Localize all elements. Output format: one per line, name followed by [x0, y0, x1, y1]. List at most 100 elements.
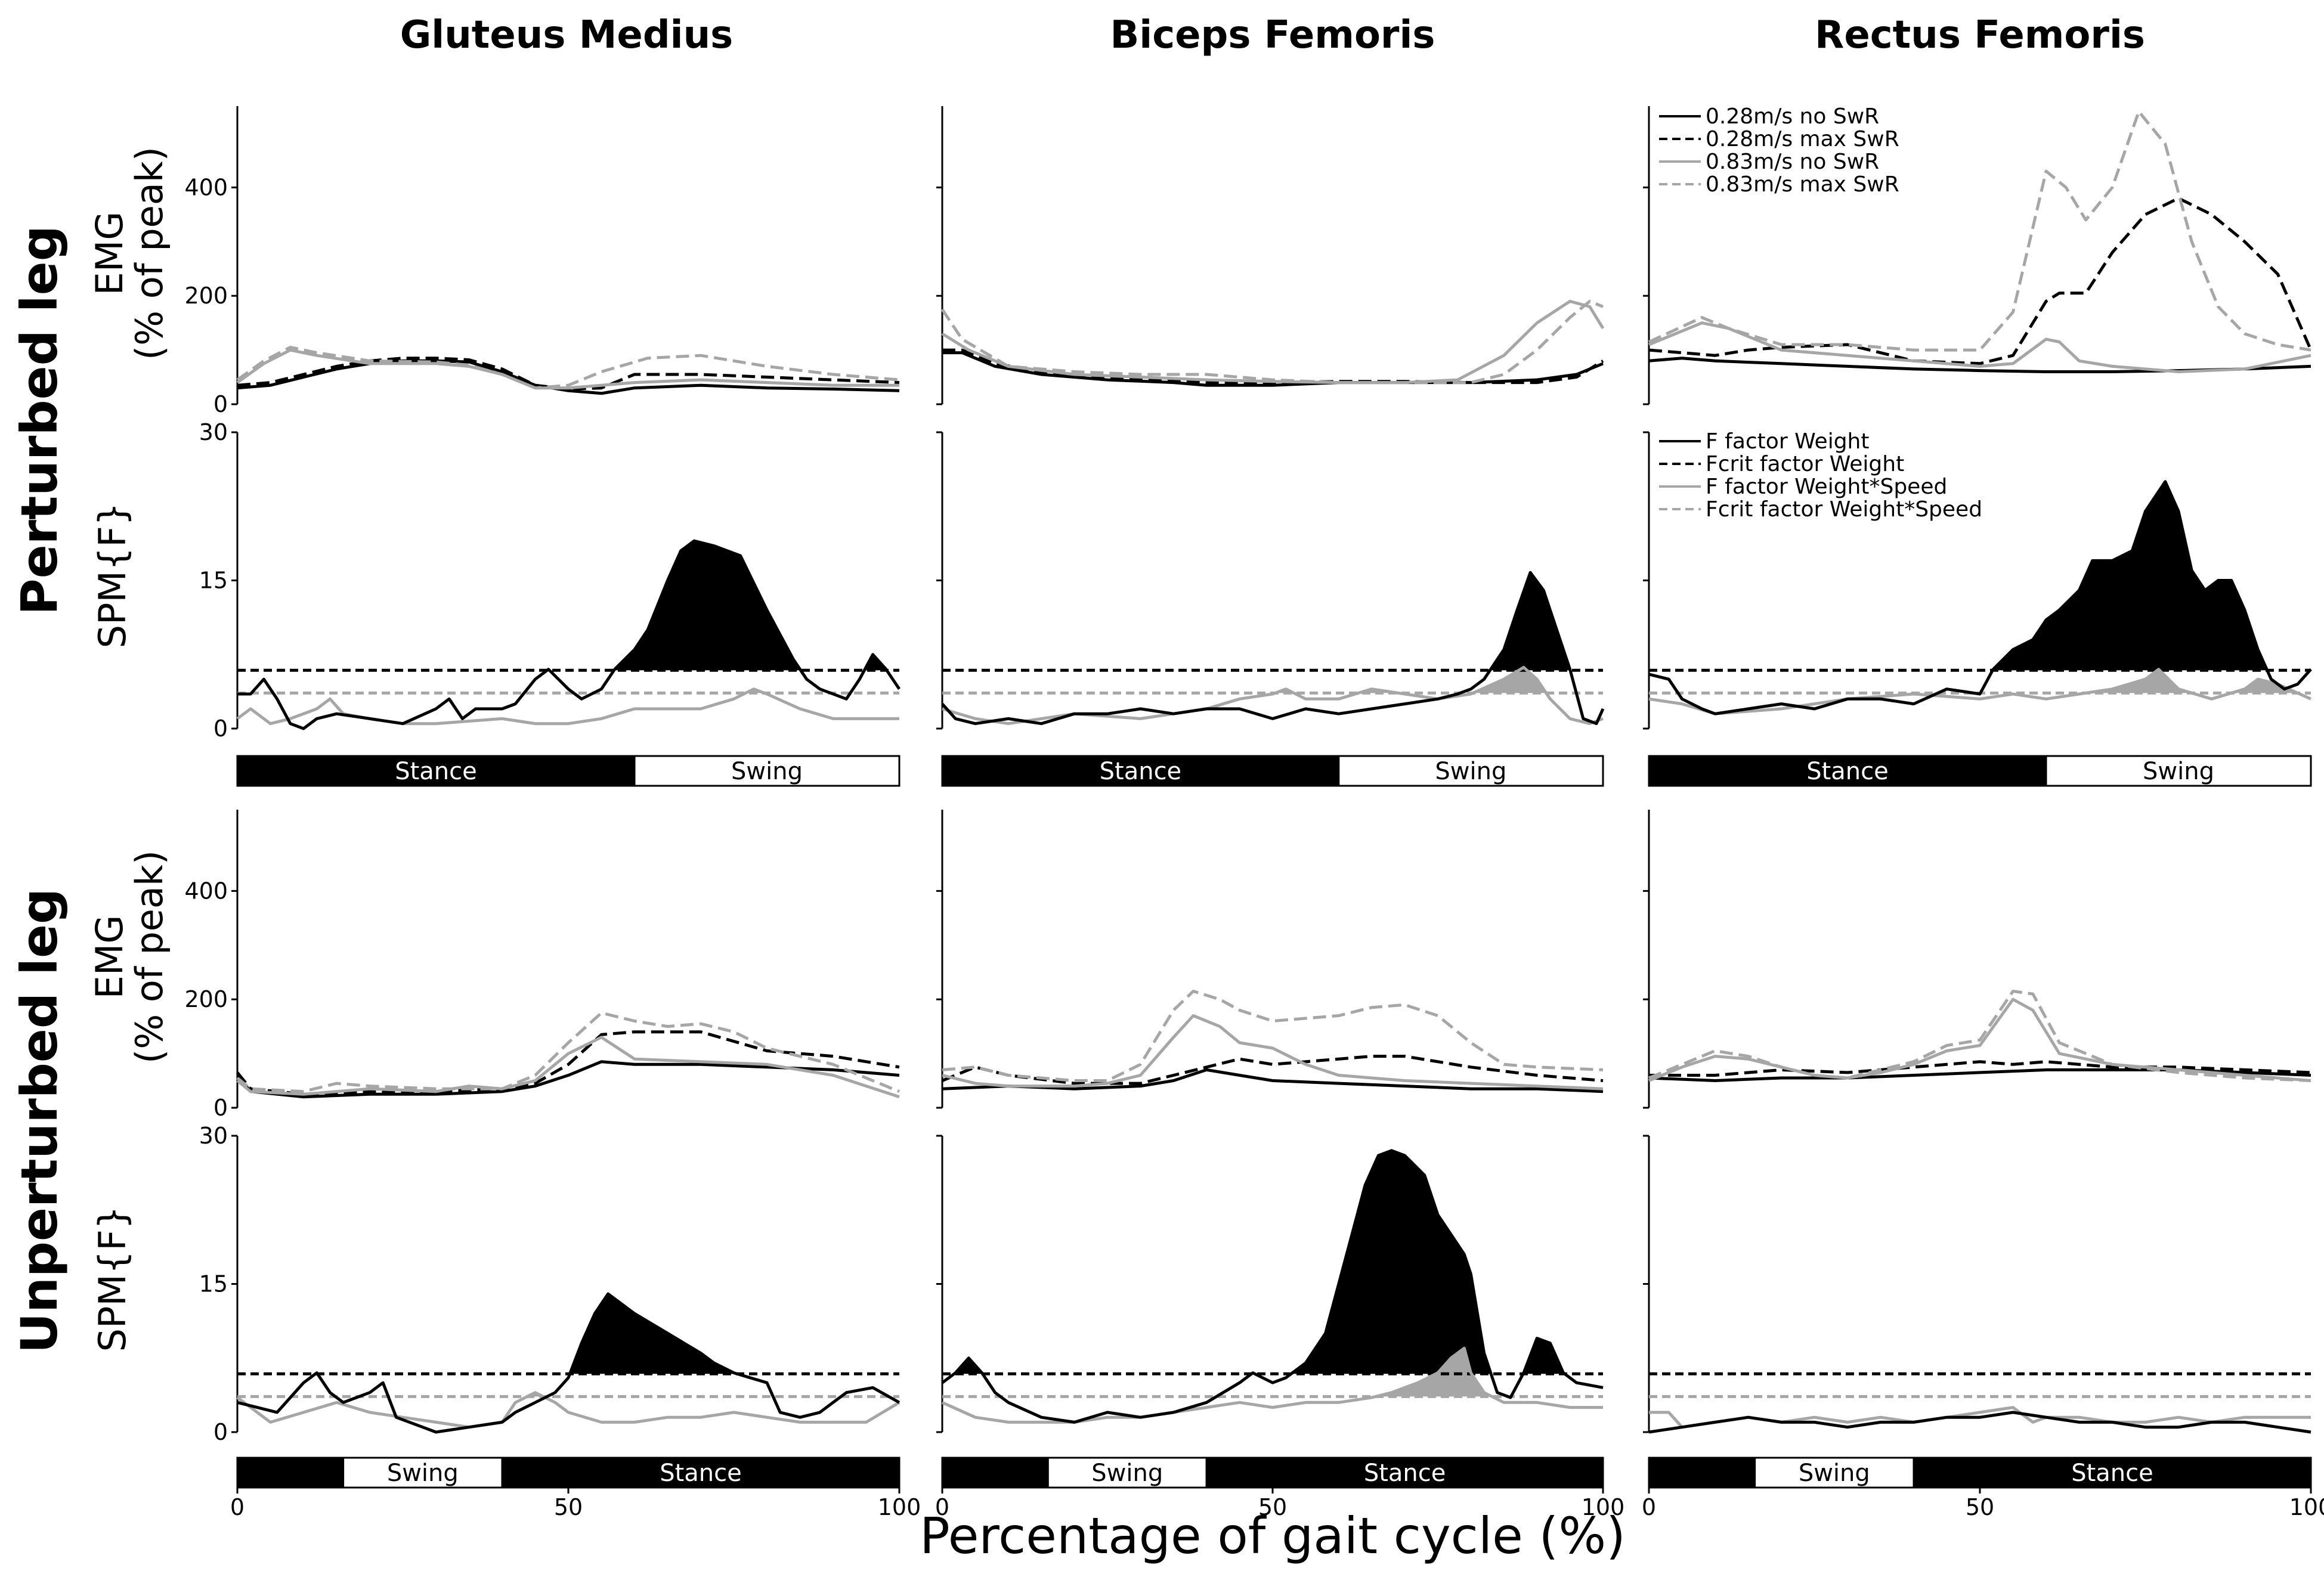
perturbed-gluteus-medius-emg-series-0 [237, 359, 900, 395]
perturbed-biceps-femoris-phase-label-1: Swing [1435, 758, 1506, 785]
perturbed-biceps-femoris-spm-f-interaction [942, 665, 1604, 726]
perturbed-gluteus-medius-spm-ytick-label-30: 30 [199, 419, 228, 445]
unperturbed-rectus-femoris-xtick-label-0: 0 [1642, 1494, 1656, 1520]
y-label-emg-unperturbed: EMG [88, 915, 131, 999]
perturbed-gluteus-medius-emg-ytick-label-0: 0 [213, 391, 228, 417]
unperturbed-biceps-femoris-xtick-label-2: 100 [1582, 1494, 1625, 1520]
unperturbed-biceps-femoris-xtick-label-0: 0 [935, 1494, 949, 1520]
unperturbed-gluteus-medius-emg-ytick-label-400: 400 [184, 878, 228, 904]
perturbed-gluteus-medius-spm-ytick-label-0: 0 [213, 715, 228, 742]
emg-legend-label-1: 0.28m/s max SwR [1706, 127, 1899, 151]
unperturbed-rectus-femoris-emg-series-1 [1649, 1060, 2311, 1077]
perturbed-gluteus-medius-spm-ytick-label-15: 15 [199, 568, 228, 594]
plot-area: 0 200 400 0 15 30 Stance Swing Stance Swing Stance… [184, 104, 2324, 1520]
unperturbed-biceps-femoris-spm-cluster-weight [955, 1150, 1565, 1374]
unperturbed-rectus-femoris-emg-series-2 [1648, 997, 2311, 1082]
unperturbed-biceps-femoris-xtick-label-1: 50 [1258, 1494, 1287, 1520]
perturbed-rectus-femoris-spm-cluster-weight [1993, 481, 2311, 671]
perturbed-gluteus-medius-emg-ytick-label-400: 400 [184, 174, 228, 200]
perturbed-rectus-femoris-emg-series-2 [1648, 321, 2311, 373]
unperturbed-gluteus-medius-phase-label-1: Swing [387, 1460, 459, 1487]
perturbed-gluteus-medius-spm-f-interaction [236, 687, 899, 726]
emg-legend-label-3: 0.83m/s max SwR [1706, 172, 1899, 197]
unperturbed-biceps-femoris-phase-segment-0 [941, 1457, 1049, 1489]
perturbed-gluteus-medius-spm-cluster-weight [547, 541, 887, 671]
y-label-emg-unit-perturbed: (% of peak) [128, 147, 171, 360]
row-title-unperturbed-leg: Unperturbed leg [10, 888, 69, 1353]
perturbed-gluteus-medius-phase-label-0: Stance [395, 758, 477, 785]
unperturbed-gluteus-medius-spm-f-weight [237, 1292, 900, 1434]
perturbed-biceps-femoris-spm-cluster-interaction [1276, 667, 1546, 693]
perturbed-rectus-femoris-emg-series-3 [1648, 110, 2311, 352]
y-label-emg-perturbed: EMG [88, 212, 131, 296]
x-axis-label: Percentage of gait cycle (%) [920, 1507, 1626, 1565]
column-title-rectus-femoris: Rectus Femoris [1815, 13, 2145, 57]
perturbed-gluteus-medius-emg-series-1 [237, 357, 900, 391]
unperturbed-gluteus-medius-xtick-label-0: 0 [230, 1494, 245, 1520]
unperturbed-gluteus-medius-phase-label-2: Stance [660, 1460, 742, 1487]
unperturbed-biceps-femoris-phase-label-1: Swing [1091, 1460, 1163, 1487]
unperturbed-gluteus-medius-spm-ytick-label-30: 30 [199, 1123, 228, 1149]
spm-legend-label-2: F factor Weight*Speed [1706, 475, 1947, 499]
perturbed-rectus-femoris-spm-cluster-interaction [2086, 669, 2298, 693]
perturbed-gluteus-medius-phase-segment-1 [633, 755, 900, 787]
perturbed-gluteus-medius-spm-f-weight [237, 539, 901, 730]
perturbed-rectus-femoris-phase-segment-0 [1648, 755, 2047, 787]
unperturbed-biceps-femoris-phase-segment-2 [1205, 1457, 1604, 1489]
perturbed-biceps-femoris-emg-series-3 [940, 299, 1604, 385]
unperturbed-gluteus-medius-emg-ytick-label-200: 200 [184, 986, 228, 1012]
unperturbed-rectus-femoris-phase-label-1: Swing [1799, 1460, 1870, 1487]
unperturbed-gluteus-medius-spm-ytick-label-0: 0 [213, 1419, 228, 1445]
row-title-perturbed-leg: Perturbed leg [10, 225, 69, 615]
spm-legend-label-3: Fcrit factor Weight*Speed [1706, 497, 1982, 522]
unperturbed-rectus-femoris-emg-series-3 [1648, 990, 2311, 1082]
y-label-emg-unit-unperturbed: (% of peak) [128, 850, 171, 1064]
unperturbed-biceps-femoris-emg-series-0 [942, 1068, 1604, 1093]
y-label-spm-unperturbed: SPM{F} [91, 1206, 134, 1352]
unperturbed-gluteus-medius-emg-series-3 [236, 1011, 900, 1093]
unperturbed-gluteus-medius-phase-segment-0 [236, 1457, 345, 1489]
perturbed-rectus-femoris-phase-label-1: Swing [2143, 758, 2214, 785]
unperturbed-biceps-femoris-spm-cluster-interaction [1376, 1348, 1492, 1397]
perturbed-gluteus-medius-phase-label-1: Swing [731, 758, 803, 785]
unperturbed-rectus-femoris-phase-label-2: Stance [2071, 1460, 2153, 1487]
unperturbed-gluteus-medius-spm-cluster-weight [316, 1294, 737, 1374]
unperturbed-rectus-femoris-phase-segment-2 [1913, 1457, 2312, 1489]
perturbed-biceps-femoris-phase-segment-1 [1338, 755, 1604, 787]
unperturbed-gluteus-medius-xtick-label-2: 100 [878, 1494, 921, 1520]
perturbed-rectus-femoris-spm-f-weight [1648, 480, 2312, 715]
unperturbed-rectus-femoris-xtick-label-2: 100 [2289, 1494, 2324, 1520]
unperturbed-gluteus-medius-emg-series-2 [236, 1036, 900, 1099]
perturbed-gluteus-medius-emg-ytick-label-200: 200 [184, 283, 228, 309]
unperturbed-biceps-femoris-emg-series-3 [942, 990, 1604, 1082]
unperturbed-rectus-femoris-spm-f-weight [1648, 1411, 2311, 1434]
unperturbed-gluteus-medius-phase-segment-1 [342, 1457, 503, 1489]
unperturbed-biceps-femoris-spm-f-interaction [941, 1346, 1603, 1424]
perturbed-rectus-femoris-emg-series-1 [1648, 197, 2313, 365]
perturbed-rectus-femoris-phase-segment-1 [2045, 755, 2312, 787]
spm-legend-label-0: F factor Weight [1706, 429, 1869, 454]
unperturbed-gluteus-medius-emg-ytick-label-0: 0 [213, 1095, 228, 1121]
perturbed-biceps-femoris-spm-cluster-weight [1490, 572, 1571, 671]
unperturbed-gluteus-medius-emg-series-0 [236, 1060, 900, 1099]
emg-legend-label-0: 0.28m/s no SwR [1706, 104, 1879, 129]
emg-legend-label-2: 0.83m/s no SwR [1706, 150, 1879, 174]
perturbed-biceps-femoris-emg-series-0 [942, 351, 1604, 387]
perturbed-biceps-femoris-spm-f-weight [941, 571, 1605, 726]
unperturbed-biceps-femoris-phase-segment-1 [1047, 1457, 1208, 1489]
perturbed-rectus-femoris-spm-f-interaction [1648, 668, 2312, 715]
unperturbed-gluteus-medius-spm-ytick-label-15: 15 [199, 1271, 228, 1297]
unperturbed-rectus-femoris-phase-segment-0 [1648, 1457, 1756, 1489]
perturbed-rectus-femoris-phase-label-0: Stance [1806, 758, 1889, 785]
unperturbed-gluteus-medius-xtick-label-1: 50 [554, 1494, 583, 1520]
column-title-gluteus-medius: Gluteus Medius [400, 13, 733, 57]
unperturbed-biceps-femoris-spm-f-weight [941, 1149, 1604, 1424]
column-title-biceps-femoris: Biceps Femoris [1110, 13, 1435, 57]
y-label-spm-perturbed: SPM{F} [91, 503, 134, 649]
unperturbed-rectus-femoris-xtick-label-1: 50 [1966, 1494, 1994, 1520]
unperturbed-biceps-femoris-emg-series-2 [942, 1014, 1604, 1090]
perturbed-biceps-femoris-phase-label-0: Stance [1100, 758, 1182, 785]
spm-legend-label-1: Fcrit factor Weight [1706, 452, 1904, 476]
perturbed-gluteus-medius-emg-series-3 [236, 346, 900, 390]
